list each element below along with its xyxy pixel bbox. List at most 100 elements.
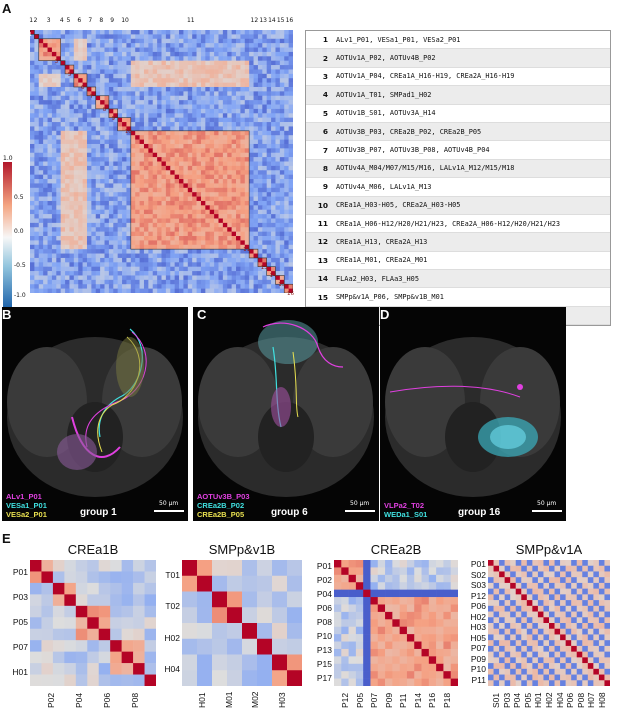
matrix-cell [78,126,83,132]
matrix-cell [271,86,276,92]
heatmap-cell [582,594,589,601]
matrix-cell [218,86,224,92]
matrix-cell [257,161,263,167]
heatmap-cell [75,663,88,675]
matrix-cell [253,152,259,158]
heatmap-cell [87,640,100,652]
matrix-cell [65,86,70,92]
matrix-cell [86,222,92,228]
heatmap-cell [565,628,572,635]
matrix-cell [38,262,44,267]
matrix-cell [152,205,158,211]
matrix-cell [170,152,175,158]
matrix-cell [117,196,123,202]
heatmap-cell [443,574,452,583]
heatmap-cell [341,648,349,657]
matrix-cell [104,135,110,140]
matrix-cell [108,78,114,83]
matrix-cell [47,205,53,211]
heatmap-cell [363,678,371,686]
matrix-block-label: 14 [269,273,277,280]
heatmap-cell [443,663,452,672]
heatmap-cell [450,567,458,576]
matrix-cell [161,284,167,289]
matrix-cell [165,249,171,254]
matrix-cell [214,288,219,293]
matrix-cell [78,56,83,61]
matrix-top-label: 16 [285,17,294,24]
matrix-cell [104,288,110,293]
matrix-cell [130,34,136,40]
matrix-cell [249,205,254,211]
heatmap-cell [428,641,437,650]
heatmap-cell [287,591,302,608]
matrix-cell [82,257,88,263]
heatmap-cell [443,619,452,628]
matrix-cell [192,271,197,276]
matrix-cell [78,209,83,215]
matrix-cell [95,157,101,162]
matrix-cell [117,73,123,79]
matrix-cell [65,30,70,35]
matrix-cell [60,56,66,61]
matrix-cell [205,161,211,167]
heatmap-cell [355,611,364,620]
matrix-cell [34,139,40,145]
matrix-cell [73,240,79,246]
matrix-cell [244,139,250,145]
heatmap-cell [526,680,533,686]
matrix-cell [82,60,88,66]
matrix-cell [240,139,246,145]
heatmap-cell [450,611,458,620]
matrix-cell [108,200,114,206]
matrix-cell [117,117,123,123]
matrix-cell [43,108,48,114]
heatmap-cell [554,560,561,567]
matrix-cell [73,262,79,267]
matrix-cell [130,47,136,53]
matrix-cell [161,73,167,79]
heatmap-cell [450,634,458,642]
matrix-cell [236,183,241,189]
matrix-cell [43,91,48,97]
matrix-cell [47,236,53,241]
matrix-cell [51,126,57,132]
matrix-cell [275,113,281,118]
matrix-cell [86,240,92,246]
matrix-cell [43,183,48,189]
matrix-cell [249,253,254,259]
matrix-cell [148,249,154,254]
matrix-cell [82,78,88,83]
heatmap-cell [510,651,517,658]
matrix-cell [152,69,158,75]
heatmap-cell [436,634,444,642]
matrix-cell [183,262,189,267]
matrix-cell [30,104,35,110]
matrix-cell [148,288,154,293]
matrix-cell [104,257,110,263]
matrix-cell [126,143,132,149]
heatmap-cell [377,656,386,665]
matrix-cell [209,56,215,61]
matrix-cell [34,288,40,293]
matrix-cell [187,170,193,175]
heatmap-cell [560,680,566,686]
matrix-cell [257,214,263,219]
brain-group-label: group 1 [80,507,117,518]
matrix-cell [60,91,66,97]
matrix-cell [200,56,206,61]
matrix-cell [170,161,175,167]
matrix-cell [78,117,83,123]
matrix-cell [244,231,250,237]
matrix-cell [236,214,241,219]
heatmap-cell [537,577,544,584]
matrix-cell [284,65,289,70]
heatmap-cell [436,560,444,568]
matrix-cell [205,130,211,136]
matrix-top-label: 14 [268,17,276,24]
matrix-cell [161,130,167,136]
heatmap-cell [571,640,578,647]
heatmap-x-label: H08 [597,692,608,708]
matrix-cell [174,262,180,267]
matrix-cell [56,100,61,105]
